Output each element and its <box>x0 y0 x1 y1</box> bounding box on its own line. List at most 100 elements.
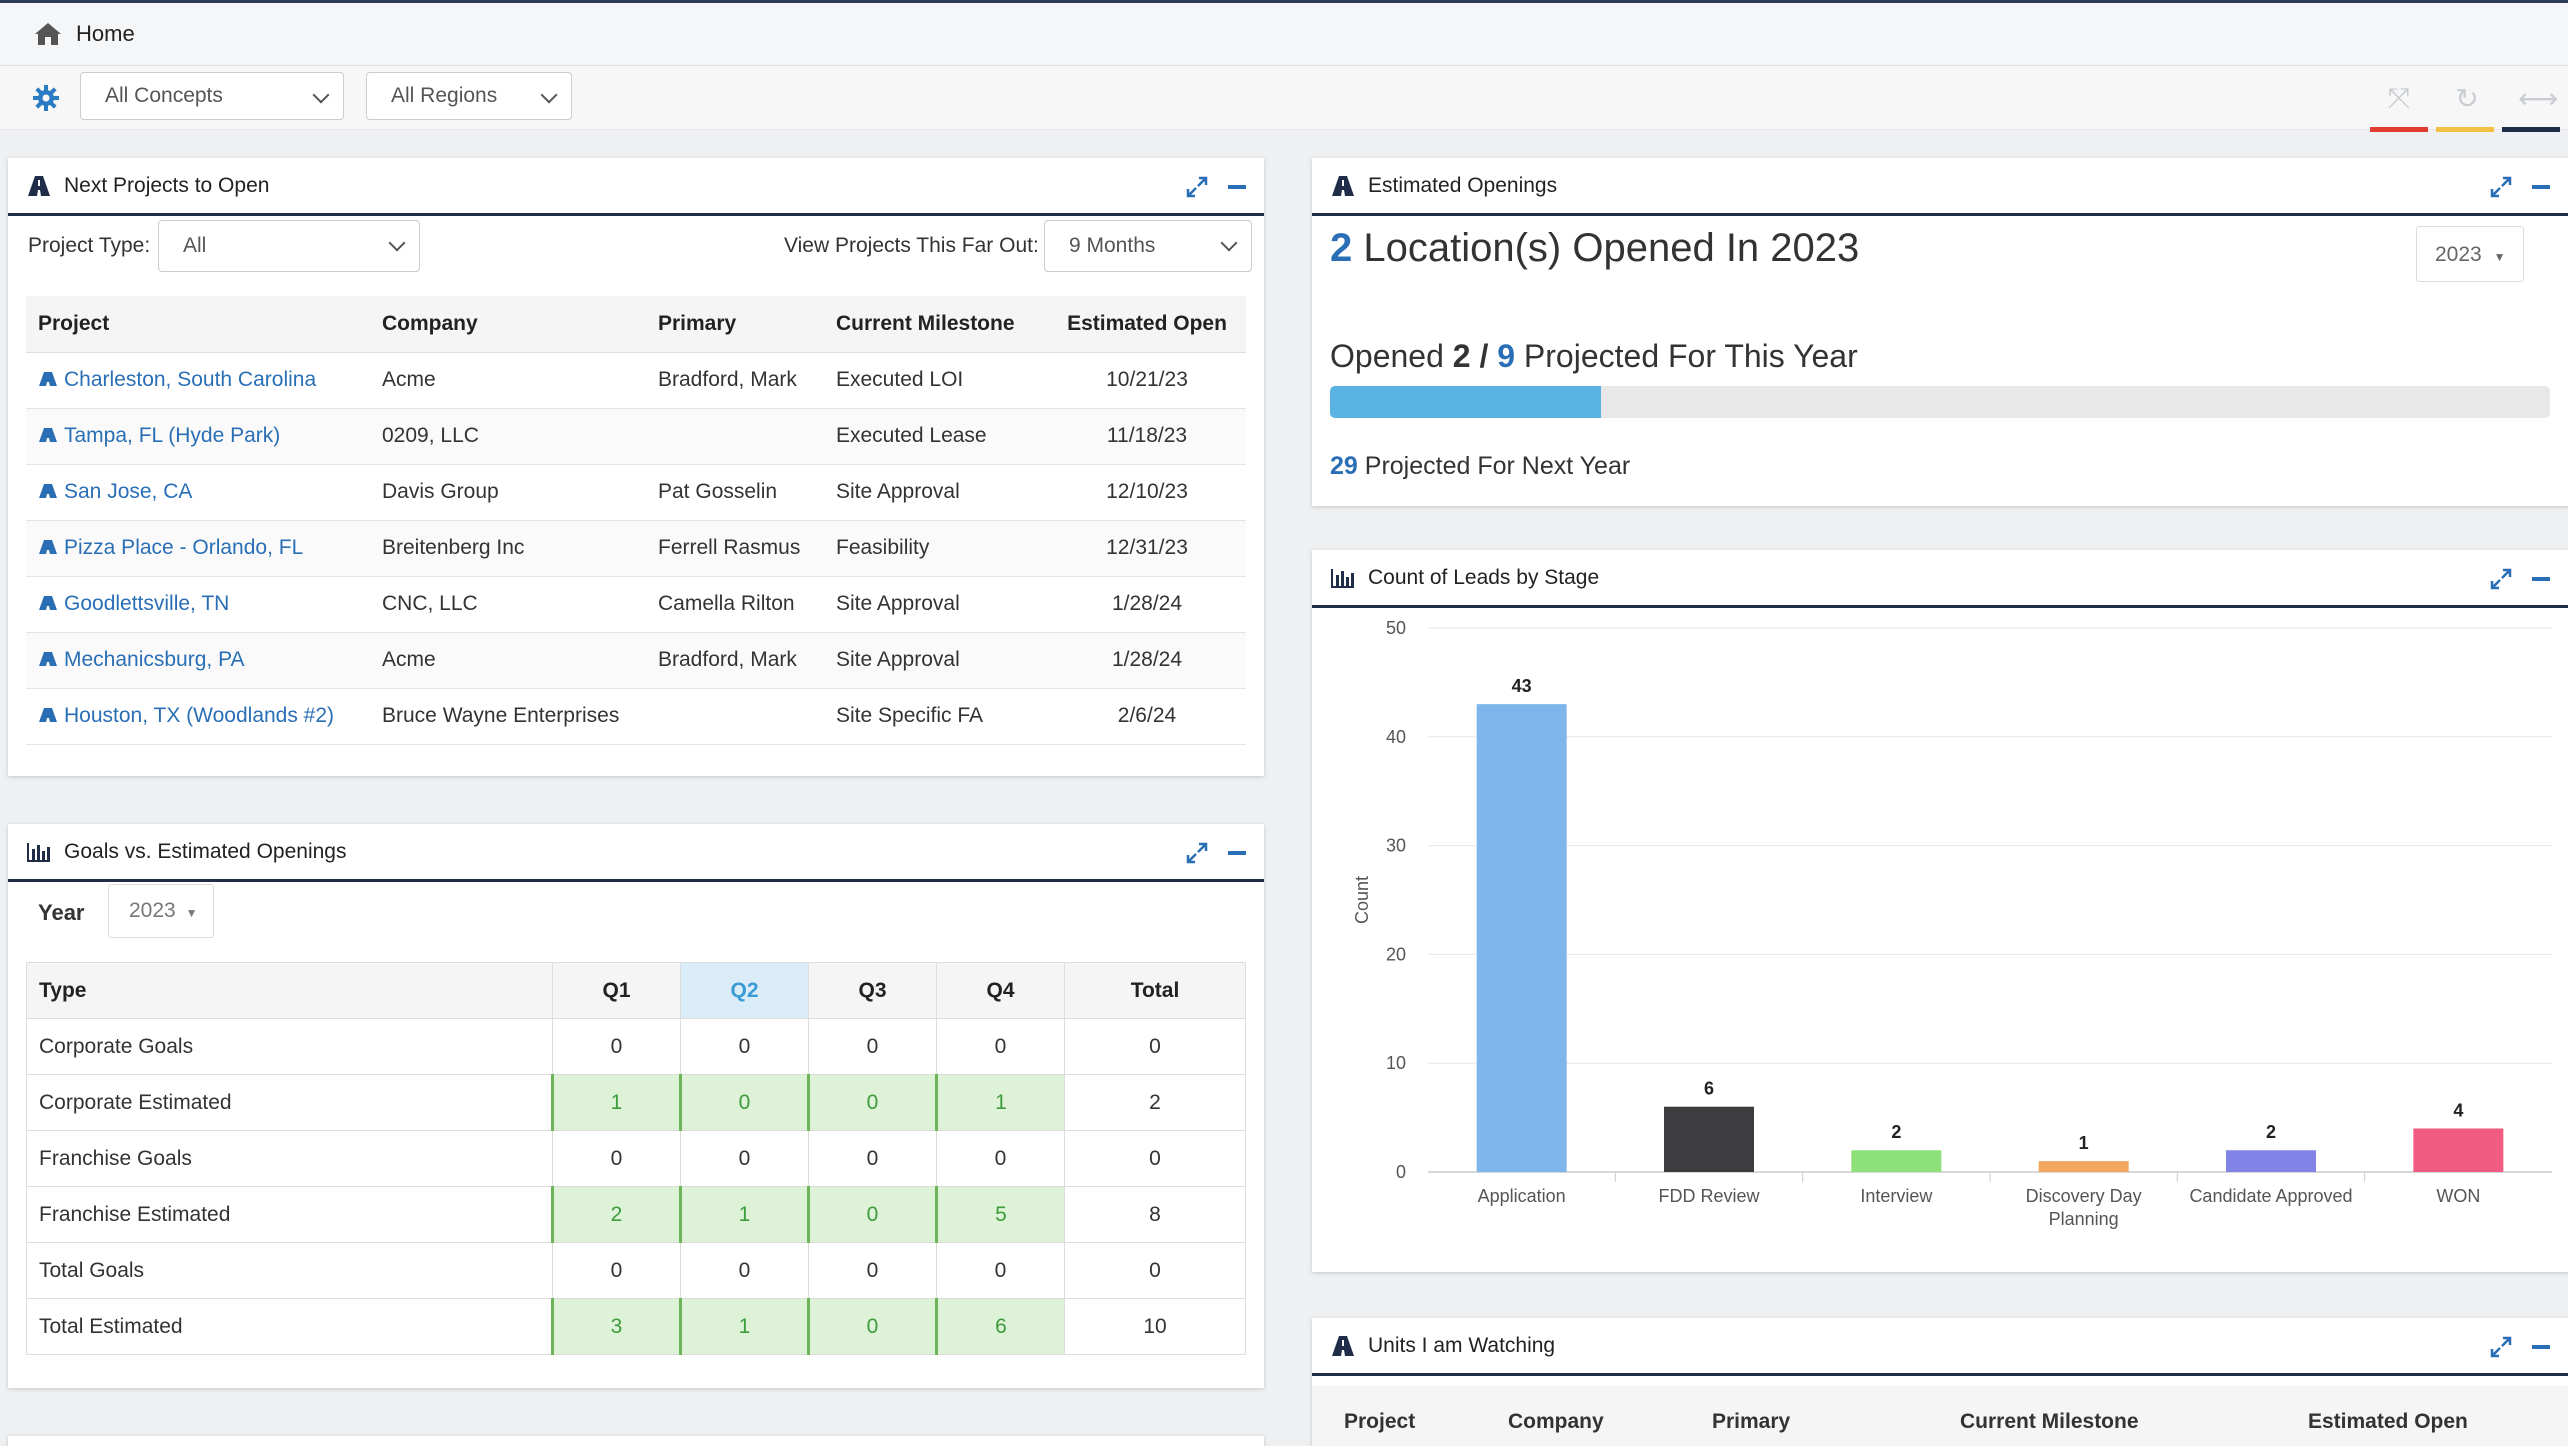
project-link[interactable]: Goodlettsville, TN <box>26 576 370 633</box>
col-primary[interactable]: Primary <box>646 296 824 353</box>
col-company[interactable]: Company <box>1508 1410 1604 1433</box>
x-tick-label: Interview <box>1860 1186 1933 1206</box>
next-year-num: 29 <box>1330 452 1358 480</box>
far-out-select[interactable]: 9 Months <box>1044 220 1252 272</box>
x-tick-label: Planning <box>2049 1209 2119 1229</box>
minimize-icon[interactable] <box>2532 577 2550 581</box>
col-primary[interactable]: Primary <box>1712 1410 1791 1433</box>
bar <box>2038 1161 2129 1172</box>
year-value: 2023 <box>129 899 176 922</box>
gear-icon[interactable] <box>32 84 60 112</box>
project-name[interactable]: Tampa, FL (Hyde Park) <box>64 424 281 447</box>
table-row[interactable]: San Jose, CA Davis Group Pat Gosselin Site … <box>26 464 1246 521</box>
project-link[interactable]: Charleston, South Carolina <box>26 352 370 409</box>
expand-icon[interactable] <box>2490 568 2512 590</box>
x-tick-label: Discovery Day <box>2026 1186 2142 1206</box>
table-row[interactable]: Pizza Place - Orlando, FL Breitenberg Inc… <box>26 520 1246 577</box>
total-cell: 0 <box>1064 1018 1246 1075</box>
estimated-open-cell: 12/10/23 <box>1048 464 1246 521</box>
openings-year-dropdown[interactable]: 2023 ▼ <box>2416 226 2524 282</box>
total-cell: 2 <box>1064 1074 1246 1131</box>
table-row[interactable]: Mechanicsburg, PA Acme Bradford, Mark Site … <box>26 632 1246 689</box>
project-name[interactable]: Houston, TX (Woodlands #2) <box>64 704 335 727</box>
project-link[interactable]: Mechanicsburg, PA <box>26 632 370 689</box>
table-row: Total Goals 0 0 0 0 0 <box>26 1242 1246 1299</box>
minimize-icon[interactable] <box>1228 851 1246 855</box>
data-label: 4 <box>2453 1100 2463 1120</box>
expand-icon[interactable] <box>2490 176 2512 198</box>
panel-header: Goals vs. Estimated Openings <box>8 824 1264 882</box>
project-link[interactable]: Houston, TX (Woodlands #2) <box>26 688 370 745</box>
col-company[interactable]: Company <box>370 296 646 353</box>
expand-icon[interactable] <box>1186 842 1208 864</box>
q1-cell: 3 <box>551 1298 681 1355</box>
data-label: 43 <box>1512 676 1532 696</box>
project-name[interactable]: Pizza Place - Orlando, FL <box>64 536 304 559</box>
type-cell: Corporate Goals <box>26 1018 553 1075</box>
q4-cell: 0 <box>936 1242 1065 1299</box>
minimize-icon[interactable] <box>2532 1345 2550 1349</box>
goals-table-body: Corporate Goals 0 0 0 0 0 Corporate Estimated 1… <box>26 1018 1246 1355</box>
expand-icon[interactable] <box>1186 176 1208 198</box>
filter-bar: All Concepts All Regions <box>0 66 2568 130</box>
year-dropdown[interactable]: 2023 ▼ <box>108 884 214 938</box>
q4-cell: 1 <box>935 1074 1065 1131</box>
data-label: 2 <box>1891 1122 1901 1142</box>
table-row: Total Estimated 3 1 0 6 10 <box>26 1298 1246 1355</box>
bar-chart-icon <box>1331 568 1354 588</box>
table-row[interactable]: Houston, TX (Woodlands #2) Bruce Wayne En… <box>26 688 1246 745</box>
table-row[interactable]: Tampa, FL (Hyde Park) 0209, LLC Executed L… <box>26 408 1246 465</box>
col-project[interactable]: Project <box>1344 1410 1416 1433</box>
yellow-theme-indicator[interactable] <box>2436 127 2494 132</box>
minimize-icon[interactable] <box>1228 185 1246 189</box>
project-link[interactable]: Tampa, FL (Hyde Park) <box>26 408 370 465</box>
project-type-select[interactable]: All <box>158 220 420 272</box>
project-name[interactable]: Goodlettsville, TN <box>64 592 230 615</box>
project-name[interactable]: Mechanicsburg, PA <box>64 648 245 671</box>
goals-table: Type Q1 Q2 Q3 Q4 Total Corporate Goals 0 0… <box>26 962 1246 1355</box>
concepts-select[interactable]: All Concepts <box>80 72 344 120</box>
breadcrumb-home[interactable]: Home <box>76 21 135 46</box>
opened-label: Opened <box>1330 338 1444 374</box>
project-link[interactable]: Pizza Place - Orlando, FL <box>26 520 370 577</box>
col-estimated-open[interactable]: Estimated Open <box>1048 296 1246 353</box>
col-project[interactable]: Project <box>26 296 370 353</box>
regions-select[interactable]: All Regions <box>366 72 572 120</box>
width-toggle-icon[interactable]: ⟷ <box>2518 83 2559 114</box>
project-name[interactable]: Charleston, South Carolina <box>64 368 317 391</box>
projected-text: Projected For This Year <box>1523 338 1858 374</box>
project-type-value: All <box>183 234 207 257</box>
bar <box>1664 1106 1754 1172</box>
q2-cell: 0 <box>679 1074 809 1131</box>
table-row[interactable]: Goodlettsville, TN CNC, LLC Camella Rilton… <box>26 576 1246 633</box>
expand-icon[interactable] <box>2490 1336 2512 1358</box>
table-row[interactable]: Charleston, South Carolina Acme Bradford, … <box>26 352 1246 409</box>
q4-cell: 0 <box>936 1018 1065 1075</box>
project-name[interactable]: San Jose, CA <box>64 480 193 503</box>
project-type-label: Project Type: <box>28 234 151 257</box>
panel-header: Count of Leads by Stage <box>1312 550 2568 608</box>
col-milestone[interactable]: Current Milestone <box>824 296 1048 353</box>
project-link[interactable]: San Jose, CA <box>26 464 370 521</box>
minimize-icon[interactable] <box>2532 185 2550 189</box>
opened-count: 2 <box>1330 226 1353 270</box>
dark-theme-indicator[interactable] <box>2502 127 2560 132</box>
refresh-icon[interactable]: ↻ <box>2455 83 2479 114</box>
col-milestone[interactable]: Current Milestone <box>1960 1410 2139 1433</box>
y-axis-label: Count <box>1352 876 1372 924</box>
primary-cell: Bradford, Mark <box>646 352 824 409</box>
estimated-open-cell: 2/6/24 <box>1048 688 1246 745</box>
y-tick-label: 40 <box>1386 727 1406 747</box>
chevron-down-icon <box>1220 234 1238 252</box>
x-tick-label: FDD Review <box>1658 1186 1760 1206</box>
col-estimated-open[interactable]: Estimated Open <box>2308 1410 2468 1433</box>
red-theme-indicator[interactable] <box>2370 127 2428 132</box>
table-header-row: Project Company Primary Current Mileston… <box>26 296 1246 353</box>
fullscreen-icon[interactable]: ⤧ <box>2387 82 2411 113</box>
leads-bar-chart: 0 10 20 30 40 50 Count 43 Application 6 FDD Review… <box>1352 618 2552 1229</box>
home-icon[interactable] <box>34 21 62 47</box>
bar <box>1851 1150 1942 1172</box>
col-q4: Q4 <box>936 962 1065 1019</box>
primary-cell <box>646 688 824 745</box>
projected-line: Opened 2 / 9 Projected For This Year <box>1330 338 1858 375</box>
